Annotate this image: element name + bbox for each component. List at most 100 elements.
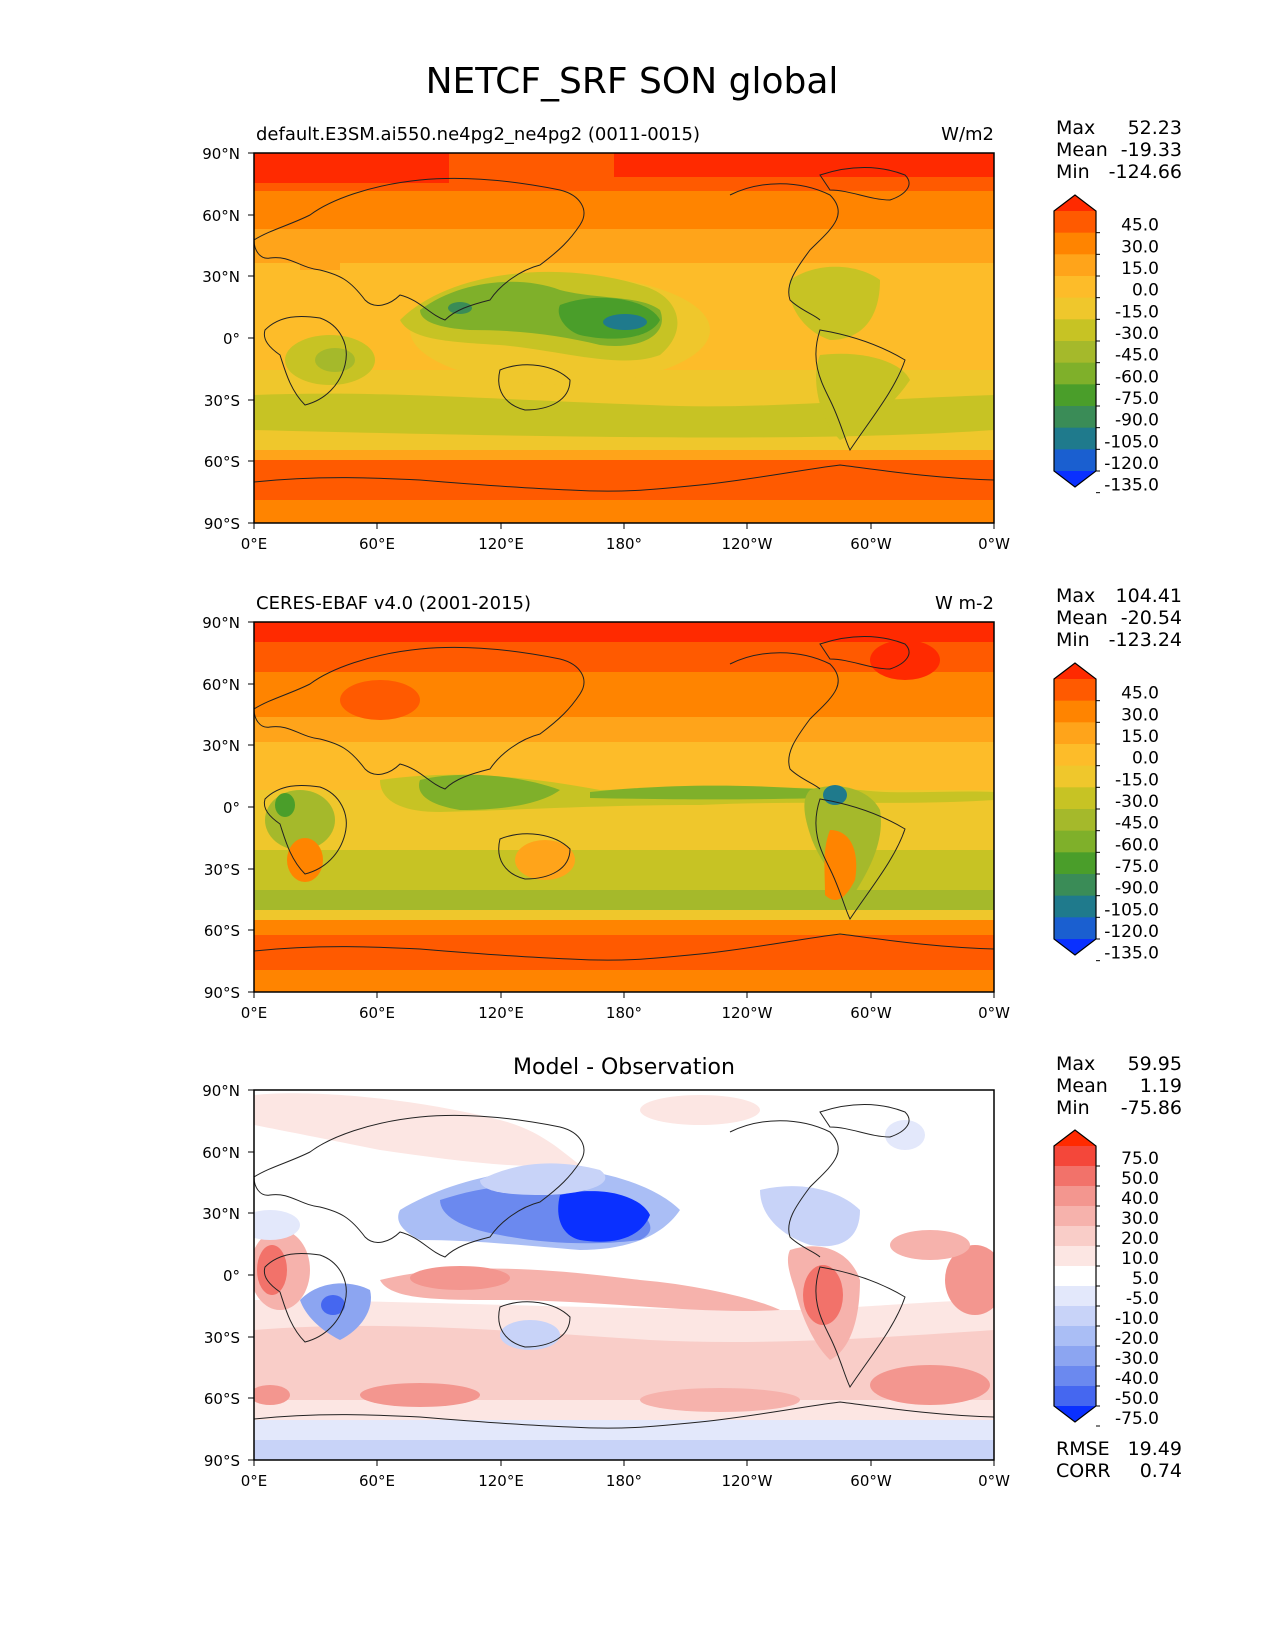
- stat-label-min: Min: [1056, 1097, 1090, 1119]
- panel-diff-xtick: 0°W: [978, 1472, 1010, 1490]
- panel-diff: Model - Observation: [202, 1053, 1182, 1490]
- panel-obs-ytick: 0°: [223, 799, 240, 817]
- colorbar-label: -45.0: [1115, 814, 1159, 834]
- stat-label-min: Min: [1056, 161, 1090, 183]
- colorbar-segment: [1054, 1186, 1096, 1207]
- colorbar-segment: [1054, 254, 1096, 277]
- colorbar-label: -50.0: [1115, 1389, 1159, 1409]
- colorbar-segment: [1054, 1386, 1096, 1407]
- colorbar-label: 5.0: [1132, 1269, 1159, 1289]
- panel-obs: CERES-EBAF v4.0 (2001-2015) W m-2: [202, 585, 1182, 1022]
- colorbar-segment: [1054, 744, 1096, 767]
- panel-diff-coastlines: [254, 1104, 994, 1429]
- colorbar-segment: [1054, 700, 1096, 723]
- colorbar-label: 50.0: [1121, 1169, 1159, 1189]
- colorbar-label: 40.0: [1121, 1189, 1159, 1209]
- colorbar-label: 15.0: [1121, 727, 1159, 747]
- panel-diff-title: Model - Observation: [513, 1055, 735, 1080]
- stat-label-rmse: RMSE: [1056, 1438, 1110, 1460]
- stat-value-rmse: 19.49: [1128, 1438, 1182, 1460]
- panel-model-ytick: 90°N: [202, 145, 240, 163]
- figure-title: NETCF_SRF SON global: [426, 61, 839, 102]
- colorbar-label: -60.0: [1115, 367, 1159, 387]
- panel-model-ytick: 0°: [223, 330, 240, 348]
- colorbar-segment: [1054, 319, 1096, 342]
- stat-value-max: 104.41: [1116, 585, 1182, 607]
- colorbar-segment: [1054, 1366, 1096, 1387]
- panel-diff-xtick: 60°E: [359, 1472, 395, 1490]
- panel-obs-axis: 90°N 60°N 30°N 0° 30°S 60°S 90°S 0°E 60°…: [202, 614, 1010, 1022]
- panel-diff-xtick: 120°E: [478, 1472, 524, 1490]
- colorbar-extend-bottom: [1054, 939, 1096, 955]
- colorbar-label: -90.0: [1115, 411, 1159, 431]
- colorbar-segment: [1054, 1206, 1096, 1227]
- stat-value-min: -75.86: [1121, 1097, 1182, 1119]
- stat-value-max: 52.23: [1128, 117, 1182, 139]
- panel-obs-ytick: 60°N: [202, 676, 240, 694]
- panel-model-xtick: 180°: [606, 535, 642, 553]
- panel-obs-ytick: 30°N: [202, 737, 240, 755]
- stat-label-mean: Mean: [1056, 1075, 1108, 1097]
- colorbar-label: -105.0: [1104, 432, 1159, 452]
- panel-diff-xtick: 120°W: [722, 1472, 773, 1490]
- colorbar-label: -135.0: [1104, 944, 1159, 964]
- colorbar-segment: [1054, 809, 1096, 832]
- colorbar-label: -5.0: [1126, 1289, 1159, 1309]
- panel-obs-units: W m-2: [935, 593, 994, 614]
- colorbar-segment: [1054, 787, 1096, 810]
- panel-model-title: default.E3SM.ai550.ne4pg2_ne4pg2 (0011-0…: [256, 124, 700, 145]
- colorbar-extend-top: [1054, 1130, 1096, 1146]
- colorbar-label: 20.0: [1121, 1229, 1159, 1249]
- panel-obs-stats: Max 104.41 Mean -20.54 Min -123.24: [1056, 585, 1182, 651]
- panel-obs-xtick: 0°W: [978, 1004, 1010, 1022]
- stat-label-max: Max: [1056, 1053, 1095, 1075]
- colorbar-label: -75.0: [1115, 1409, 1159, 1429]
- panel-model-map: [254, 153, 994, 523]
- panel-obs-map: [254, 622, 994, 992]
- colorbar-segment: [1054, 297, 1096, 320]
- stat-value-min: -124.66: [1109, 161, 1182, 183]
- panel-diff-xtick: 180°: [606, 1472, 642, 1490]
- panel-model-xtick: 0°W: [978, 535, 1010, 553]
- colorbar-label: -120.0: [1104, 922, 1159, 942]
- stat-value-mean: -20.54: [1121, 607, 1182, 629]
- stat-label-corr: CORR: [1056, 1460, 1111, 1482]
- panel-obs-xtick: 180°: [606, 1004, 642, 1022]
- stat-label-mean: Mean: [1056, 607, 1108, 629]
- colorbar-label: -15.0: [1115, 770, 1159, 790]
- panel-obs-xtick: 120°E: [478, 1004, 524, 1022]
- colorbar-extend-bottom: [1054, 471, 1096, 487]
- colorbar-segment: [1054, 232, 1096, 255]
- colorbar-label: 75.0: [1121, 1149, 1159, 1169]
- colorbar-label: 10.0: [1121, 1249, 1159, 1269]
- colorbar-label: -10.0: [1115, 1309, 1159, 1329]
- colorbar-label: -45.0: [1115, 346, 1159, 366]
- colorbar-label: 30.0: [1121, 1209, 1159, 1229]
- panel-diff-ytick: 90°N: [202, 1082, 240, 1100]
- colorbar-label: -30.0: [1115, 324, 1159, 344]
- panel-model-xtick: 120°E: [478, 535, 524, 553]
- panel-diff-map: [254, 1090, 994, 1460]
- panel-diff-ytick: 30°N: [202, 1205, 240, 1223]
- panel-diff-ytick: 90°S: [204, 1452, 240, 1470]
- panel-diff-xtick: 60°W: [850, 1472, 892, 1490]
- panel-diff-xtick: 0°E: [241, 1472, 268, 1490]
- panel-model-coastlines: [254, 167, 994, 492]
- panel-model-units: W/m2: [941, 124, 994, 145]
- panel-obs-xtick: 0°E: [241, 1004, 268, 1022]
- colorbar-label: -135.0: [1104, 476, 1159, 496]
- stat-value-min: -123.24: [1109, 629, 1182, 651]
- panel-model: default.E3SM.ai550.ne4pg2_ne4pg2 (0011-0…: [202, 117, 1182, 553]
- colorbar-extend-top: [1054, 663, 1096, 679]
- colorbar-segment: [1054, 1266, 1096, 1287]
- colorbar-label: -105.0: [1104, 900, 1159, 920]
- colorbar-segment: [1054, 765, 1096, 788]
- colorbar-label: 45.0: [1121, 684, 1159, 704]
- panel-diff-colorbar: 75.050.040.030.020.010.05.0-5.0-10.0-20.…: [1053, 1129, 1159, 1429]
- panel-model-xtick: 60°W: [850, 535, 892, 553]
- colorbar-label: 15.0: [1121, 259, 1159, 279]
- colorbar-label: -15.0: [1115, 302, 1159, 322]
- colorbar-extend-bottom: [1054, 1406, 1096, 1422]
- colorbar-segment: [1054, 874, 1096, 897]
